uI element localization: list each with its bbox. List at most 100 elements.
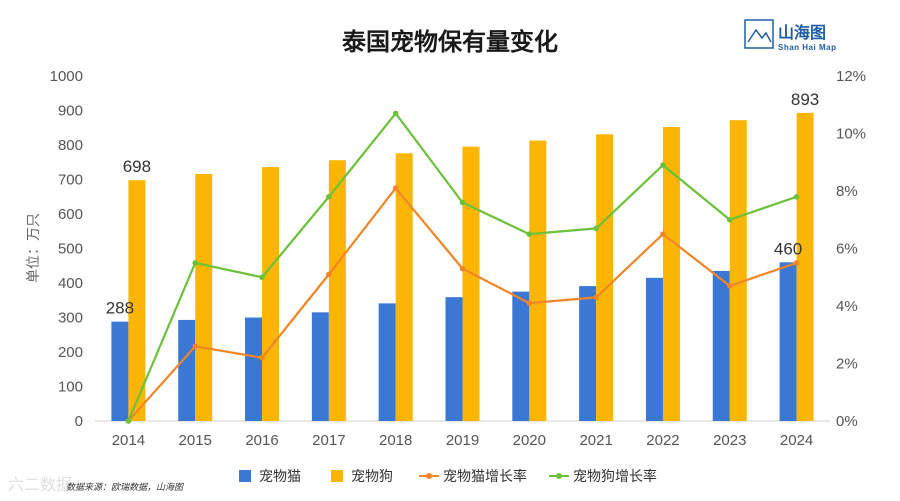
bar-cat	[512, 291, 530, 421]
legend-label: 宠物狗	[351, 469, 393, 485]
legend-swatch	[239, 470, 251, 482]
y-tick-label: 900	[58, 103, 83, 120]
line-point	[793, 193, 800, 200]
y2-tick-label: 2%	[836, 356, 858, 373]
line-point	[593, 294, 599, 301]
y-axis-ticks: 0 100 200 300 400 500 600 700 800 900 1000	[50, 68, 83, 430]
logo-cn-text: 山海图	[778, 23, 826, 42]
y2-axis-ticks: 0% 2% 4% 6% 8% 10% 12%	[836, 68, 866, 430]
chart-title: 泰国宠物保有量变化	[342, 28, 558, 56]
x-tick-label: 2022	[646, 432, 679, 449]
line-point	[259, 274, 265, 281]
bar-dog	[662, 127, 680, 421]
bar-cat	[311, 312, 329, 421]
line-point	[192, 343, 199, 350]
data-label: 288	[106, 299, 134, 318]
y-tick-label: 200	[58, 344, 83, 361]
bar-dog	[729, 120, 747, 421]
bar-cat	[779, 262, 797, 421]
source-note: 数据来源：欧瑞数据，山海图	[66, 482, 185, 493]
line-point	[526, 231, 533, 237]
y-tick-label: 300	[58, 310, 83, 327]
bar-cat	[445, 297, 463, 421]
y-tick-label: 700	[58, 172, 83, 189]
y2-tick-label: 6%	[836, 241, 858, 258]
lines-group	[125, 110, 800, 424]
legend: 宠物猫 宠物狗 宠物猫增长率 宠物狗增长率	[239, 468, 657, 485]
x-axis-ticks: 2014 2015 2016 2017 2018 2019 2020 2021 2022 2023…	[112, 432, 814, 449]
line-point	[392, 185, 399, 191]
y2-tick-label: 0%	[836, 413, 858, 430]
line-point	[660, 231, 666, 237]
bar-cat	[111, 321, 129, 421]
line-point	[326, 271, 332, 278]
bar-dog	[596, 134, 614, 421]
legend-label: 宠物猫增长率	[443, 468, 527, 485]
bar-dog	[262, 167, 280, 421]
legend-label: 宠物猫	[259, 469, 301, 485]
bar-cat	[178, 319, 196, 421]
logo-en-text: Shan Hai Map	[778, 43, 836, 52]
line-point	[459, 199, 466, 206]
y-tick-label: 400	[58, 275, 83, 292]
y2-tick-label: 8%	[836, 183, 858, 200]
line-point	[793, 260, 800, 266]
line-point	[660, 162, 666, 168]
y-tick-label: 800	[58, 137, 83, 154]
data-label: 698	[123, 157, 151, 176]
x-tick-label: 2016	[245, 432, 278, 449]
legend-swatch-dot	[426, 473, 432, 479]
bar-dog	[529, 140, 547, 421]
data-labels: 288 698 460 893	[106, 90, 820, 318]
bar-cat	[712, 270, 730, 421]
y-tick-label: 600	[58, 206, 83, 223]
x-tick-label: 2015	[179, 432, 212, 449]
bar-dog	[796, 112, 814, 421]
bar-cat	[378, 303, 396, 421]
x-tick-label: 2018	[379, 432, 412, 449]
data-label: 460	[774, 239, 802, 258]
x-tick-label: 2021	[579, 432, 612, 449]
line-point	[192, 260, 199, 266]
bar-cat	[579, 286, 597, 421]
bar-dog	[195, 173, 213, 421]
bar-dog	[328, 160, 346, 421]
bar-cat	[645, 277, 663, 421]
legend-swatch	[331, 470, 343, 482]
x-tick-label: 2019	[446, 432, 479, 449]
line-point	[726, 216, 733, 223]
bar-dog	[395, 153, 413, 421]
line-point	[326, 193, 332, 200]
x-tick-label: 2023	[713, 432, 746, 449]
line-point	[459, 265, 466, 272]
watermark: 六二数据	[8, 475, 72, 494]
x-tick-label: 2017	[312, 432, 345, 449]
x-tick-label: 2024	[780, 432, 813, 449]
line-point	[593, 225, 599, 232]
y-tick-label: 1000	[50, 68, 83, 85]
line-point	[726, 283, 733, 289]
y-tick-label: 0	[75, 413, 83, 430]
bar-cat	[245, 317, 263, 421]
y-tick-label: 100	[58, 379, 83, 396]
legend-label: 宠物狗增长率	[573, 468, 657, 485]
y-tick-label: 500	[58, 241, 83, 258]
x-tick-label: 2014	[112, 432, 145, 449]
bar-dog	[128, 180, 146, 421]
y-axis-label: 单位：万只	[26, 213, 42, 283]
logo-peaks-icon	[747, 28, 772, 43]
y2-tick-label: 12%	[836, 68, 866, 85]
logo-mountain-icon	[744, 19, 774, 49]
data-label: 893	[791, 90, 819, 109]
line-point	[392, 110, 399, 117]
x-tick-label: 2020	[513, 432, 546, 449]
legend-swatch-dot	[556, 473, 562, 479]
bar-dog	[462, 146, 480, 421]
logo: 山海图 Shan Hai Map	[744, 19, 836, 52]
line-point	[526, 300, 533, 306]
bars-group	[111, 112, 814, 421]
y2-tick-label: 10%	[836, 126, 866, 143]
line-point	[125, 418, 132, 424]
y2-tick-label: 4%	[836, 298, 858, 315]
